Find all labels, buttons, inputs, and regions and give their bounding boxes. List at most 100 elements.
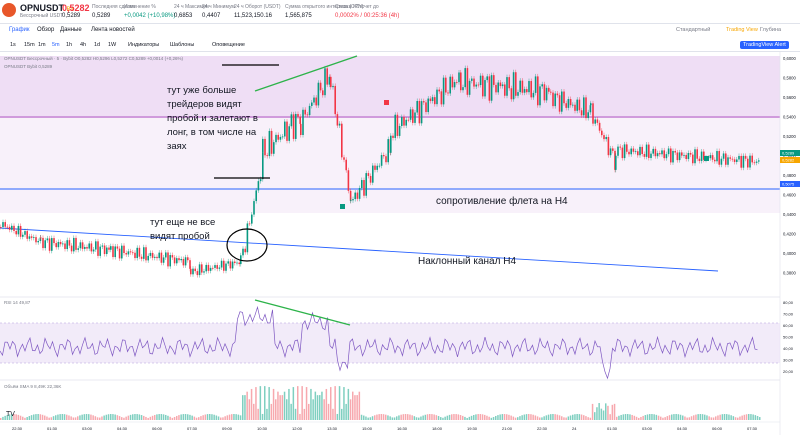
volume-bar xyxy=(303,408,306,420)
tab-item[interactable]: Лента новостей xyxy=(91,27,135,33)
candle-body xyxy=(295,114,297,139)
candle-body xyxy=(634,151,637,153)
candle-body xyxy=(268,130,271,157)
volume-bar xyxy=(270,403,273,420)
candle-body xyxy=(716,151,718,162)
candle-body xyxy=(652,148,654,154)
interval-button[interactable]: 15m xyxy=(24,42,35,48)
volume-bar xyxy=(530,414,532,420)
marker-b2 xyxy=(704,156,709,161)
view-mode-tab[interactable]: Глубина xyxy=(760,27,782,33)
candle-body xyxy=(319,82,322,91)
candle-body xyxy=(66,240,68,250)
sub-legend: OPNUSDT Bybit 0,5289 xyxy=(4,64,53,69)
rsi-axis-label: 60,00 xyxy=(783,323,794,328)
interval-button[interactable]: 1d xyxy=(94,42,101,48)
volume-bar xyxy=(129,414,132,420)
time-axis-label: 21:00 xyxy=(502,426,513,431)
candle-body xyxy=(583,97,585,116)
annotation-flat-resistance: сопротивление флета на H4 xyxy=(436,196,568,207)
volume-bar xyxy=(57,414,59,420)
volume-bar xyxy=(719,414,721,420)
time-axis-label: 22:30 xyxy=(537,426,548,431)
volume-bar xyxy=(477,414,479,420)
candle-body xyxy=(290,114,293,127)
header-stat-value: 0,6853 xyxy=(174,13,193,19)
candle-body xyxy=(354,192,356,200)
volume-bar xyxy=(299,413,301,420)
candle-body xyxy=(667,148,670,155)
tab-item[interactable]: Обзор xyxy=(37,27,55,33)
symbol-title[interactable]: OPNUSDT Bit xyxy=(20,3,74,13)
volume-bar xyxy=(74,417,77,420)
candle-body xyxy=(123,245,125,254)
volume-bar xyxy=(484,414,486,420)
candle-body xyxy=(212,267,214,269)
volume-bar xyxy=(182,414,185,420)
volume-bar xyxy=(259,386,262,420)
volume-bar xyxy=(556,414,559,420)
candle-body xyxy=(526,89,528,93)
candle-body xyxy=(145,247,147,261)
volume-bar xyxy=(68,415,70,420)
interval-button[interactable]: 4h xyxy=(80,42,87,48)
candle-body xyxy=(86,246,88,249)
interval-button[interactable]: 1s xyxy=(10,42,16,48)
candle-body xyxy=(44,240,46,249)
volume-bar xyxy=(160,414,163,420)
candle-body xyxy=(447,92,449,94)
time-axis-label: 06:00 xyxy=(712,426,723,431)
band-lower-shade xyxy=(0,118,780,213)
volume-bar xyxy=(24,417,26,420)
volume-bar xyxy=(343,387,345,420)
interval-button[interactable]: 1m xyxy=(38,42,46,48)
volume-bar xyxy=(367,417,369,420)
toolbar-item[interactable]: Индикаторы xyxy=(128,42,160,48)
candle-body xyxy=(517,92,519,96)
volume-bar xyxy=(420,416,422,420)
interval-button[interactable]: 1h xyxy=(66,42,73,48)
candle-body xyxy=(279,136,282,140)
candle-body xyxy=(118,248,121,259)
volume-bar xyxy=(184,414,187,420)
candle-body xyxy=(62,243,64,245)
price-axis-label: 0,4800 xyxy=(783,173,796,178)
volume-bar xyxy=(618,415,620,420)
volume-bar xyxy=(611,404,614,420)
price-axis-label: 0,4000 xyxy=(783,251,796,256)
candle-body xyxy=(334,85,336,115)
candle-body xyxy=(643,154,646,157)
candle-body xyxy=(589,105,592,113)
tradingview-alert-button[interactable]: TradingView Alert xyxy=(740,41,789,49)
candle-body xyxy=(423,101,425,103)
candle-body xyxy=(57,241,60,248)
volume-bar xyxy=(433,414,435,420)
view-mode-tab[interactable]: Стандартный xyxy=(676,27,711,33)
candle-body xyxy=(751,155,753,163)
toolbar-item[interactable]: Оповещение xyxy=(212,42,245,48)
candle-body xyxy=(147,255,149,261)
tab-item[interactable]: График xyxy=(9,27,30,33)
candle-body xyxy=(709,155,712,159)
rsi-axis-label: 20,00 xyxy=(783,369,794,374)
volume-bar xyxy=(576,414,578,420)
candle-body xyxy=(407,119,410,121)
candle-body xyxy=(308,105,311,116)
candle-body xyxy=(132,252,134,254)
volume-bar xyxy=(41,414,44,420)
candle-body xyxy=(592,103,594,124)
volume-bar xyxy=(77,416,79,420)
price-axis-label: 0,4600 xyxy=(783,193,796,198)
candle-body xyxy=(42,237,44,249)
view-mode-tab[interactable]: Trading View xyxy=(726,27,758,33)
toolbar-item[interactable]: Шаблоны xyxy=(170,42,195,48)
price-chart[interactable]: 0,60000,58000,56000,54000,52000,50000,48… xyxy=(0,52,800,435)
header-stat-label: 24 ч Оборот (USDT) xyxy=(234,4,281,10)
interval-button[interactable]: 5m xyxy=(52,42,60,48)
interval-button[interactable]: 1W xyxy=(108,42,117,48)
volume-bar xyxy=(587,417,589,420)
volume-bar xyxy=(79,415,81,420)
volume-bar xyxy=(495,415,497,420)
tab-item[interactable]: Данные xyxy=(60,27,82,33)
volume-bar xyxy=(327,403,330,420)
